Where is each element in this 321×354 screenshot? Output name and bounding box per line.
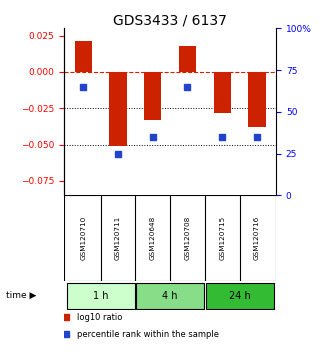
Bar bbox=[144, 72, 161, 120]
Text: GSM120716: GSM120716 bbox=[254, 216, 260, 261]
Bar bbox=[213, 72, 231, 113]
Text: percentile rank within the sample: percentile rank within the sample bbox=[77, 330, 219, 338]
FancyBboxPatch shape bbox=[136, 283, 204, 309]
Bar bbox=[179, 46, 196, 72]
Text: GSM120715: GSM120715 bbox=[219, 216, 225, 261]
Bar bbox=[109, 72, 127, 146]
Text: 1 h: 1 h bbox=[93, 291, 108, 301]
Bar bbox=[248, 72, 266, 127]
Text: GSM120648: GSM120648 bbox=[150, 216, 156, 261]
FancyBboxPatch shape bbox=[205, 283, 273, 309]
Title: GDS3433 / 6137: GDS3433 / 6137 bbox=[113, 13, 227, 27]
Text: 24 h: 24 h bbox=[229, 291, 250, 301]
Text: GSM120710: GSM120710 bbox=[80, 216, 86, 261]
Text: 4 h: 4 h bbox=[162, 291, 178, 301]
FancyBboxPatch shape bbox=[67, 283, 135, 309]
Text: log10 ratio: log10 ratio bbox=[77, 313, 122, 322]
Text: GSM120708: GSM120708 bbox=[185, 216, 190, 261]
Text: time ▶: time ▶ bbox=[6, 291, 37, 300]
Text: GSM120711: GSM120711 bbox=[115, 216, 121, 261]
Bar bbox=[74, 41, 92, 72]
